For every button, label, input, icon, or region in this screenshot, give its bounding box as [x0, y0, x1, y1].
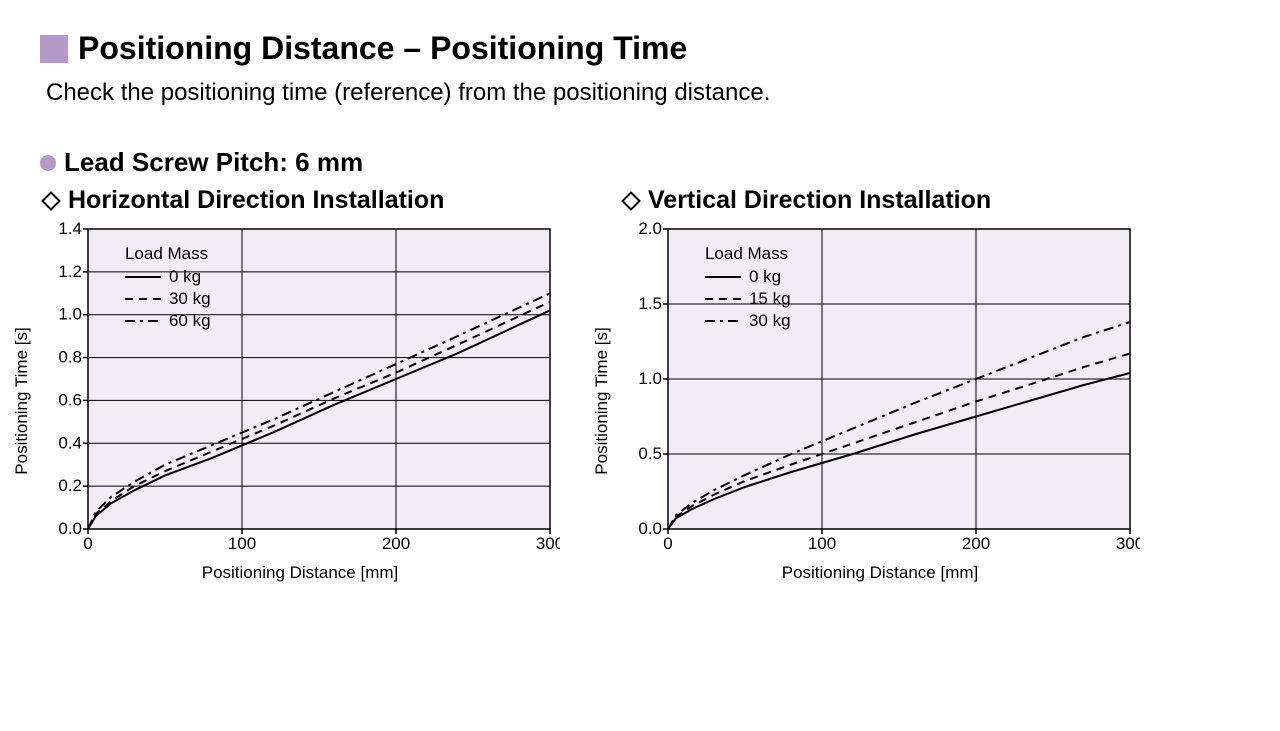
page-heading: Positioning Distance – Positioning Time [40, 30, 1240, 67]
svg-text:0 kg: 0 kg [749, 267, 781, 286]
svg-text:100: 100 [228, 534, 256, 553]
svg-text:1.2: 1.2 [58, 262, 82, 281]
svg-text:0.5: 0.5 [638, 444, 662, 463]
svg-text:300: 300 [536, 534, 560, 553]
svg-text:1.5: 1.5 [638, 294, 662, 313]
chart-title-row: Horizontal Direction Installation [40, 186, 560, 215]
chart-title: Horizontal Direction Installation [68, 186, 444, 215]
svg-text:100: 100 [808, 534, 836, 553]
svg-text:Load Mass: Load Mass [125, 244, 208, 263]
chart-title: Vertical Direction Installation [648, 186, 991, 215]
chart-title-row: Vertical Direction Installation [620, 186, 1140, 215]
svg-text:0.8: 0.8 [58, 348, 82, 367]
chart-horizontal: Horizontal Direction Installation Positi… [40, 186, 560, 583]
page-subtitle: Check the positioning time (reference) f… [46, 79, 1240, 107]
svg-text:1.0: 1.0 [58, 305, 82, 324]
chart-plot-wrap: Positioning Time [s] 01002003000.00.51.0… [620, 219, 1140, 583]
chart-ylabel: Positioning Time [s] [12, 327, 32, 474]
svg-text:0.0: 0.0 [58, 519, 82, 538]
chart-plot-wrap: Positioning Time [s] 01002003000.00.20.4… [40, 219, 560, 583]
svg-text:200: 200 [382, 534, 410, 553]
svg-text:2.0: 2.0 [638, 219, 662, 238]
svg-text:15 kg: 15 kg [749, 289, 791, 308]
svg-text:1.0: 1.0 [638, 369, 662, 388]
svg-text:Load Mass: Load Mass [705, 244, 788, 263]
svg-text:1.4: 1.4 [58, 219, 82, 238]
chart-ylabel: Positioning Time [s] [592, 327, 612, 474]
charts-row: Horizontal Direction Installation Positi… [40, 186, 1240, 583]
svg-text:0: 0 [663, 534, 672, 553]
svg-text:30 kg: 30 kg [169, 289, 211, 308]
heading-title: Positioning Distance – Positioning Time [78, 30, 687, 67]
pitch-label: Lead Screw Pitch: 6 mm [64, 147, 363, 178]
svg-text:0.4: 0.4 [58, 433, 82, 452]
pitch-row: Lead Screw Pitch: 6 mm [40, 147, 1240, 178]
svg-text:0.2: 0.2 [58, 476, 82, 495]
svg-text:60 kg: 60 kg [169, 311, 211, 330]
chart-svg: 0 100 200 300 0.0 0.5 1.0 1.5 2.0 Load Mass 0 kg 15… [620, 219, 1140, 559]
svg-text:30 kg: 30 kg [749, 311, 791, 330]
svg-text:0: 0 [83, 534, 92, 553]
chart-svg: 0 100 200 300 0.0 0.2 0.4 0.6 0.8 1.0 1.2 1.4 Load M… [40, 219, 560, 559]
diamond-icon [41, 191, 61, 211]
diamond-icon [621, 191, 641, 211]
svg-text:0.0: 0.0 [638, 519, 662, 538]
heading-bullet-square [40, 35, 68, 63]
chart-xlabel: Positioning Distance [mm] [620, 563, 1140, 583]
chart-xlabel: Positioning Distance [mm] [40, 563, 560, 583]
pitch-bullet-icon [40, 155, 56, 171]
svg-text:300: 300 [1116, 534, 1140, 553]
svg-text:0.6: 0.6 [58, 390, 82, 409]
svg-text:0 kg: 0 kg [169, 267, 201, 286]
svg-text:200: 200 [962, 534, 990, 553]
chart-vertical: Vertical Direction Installation Position… [620, 186, 1140, 583]
